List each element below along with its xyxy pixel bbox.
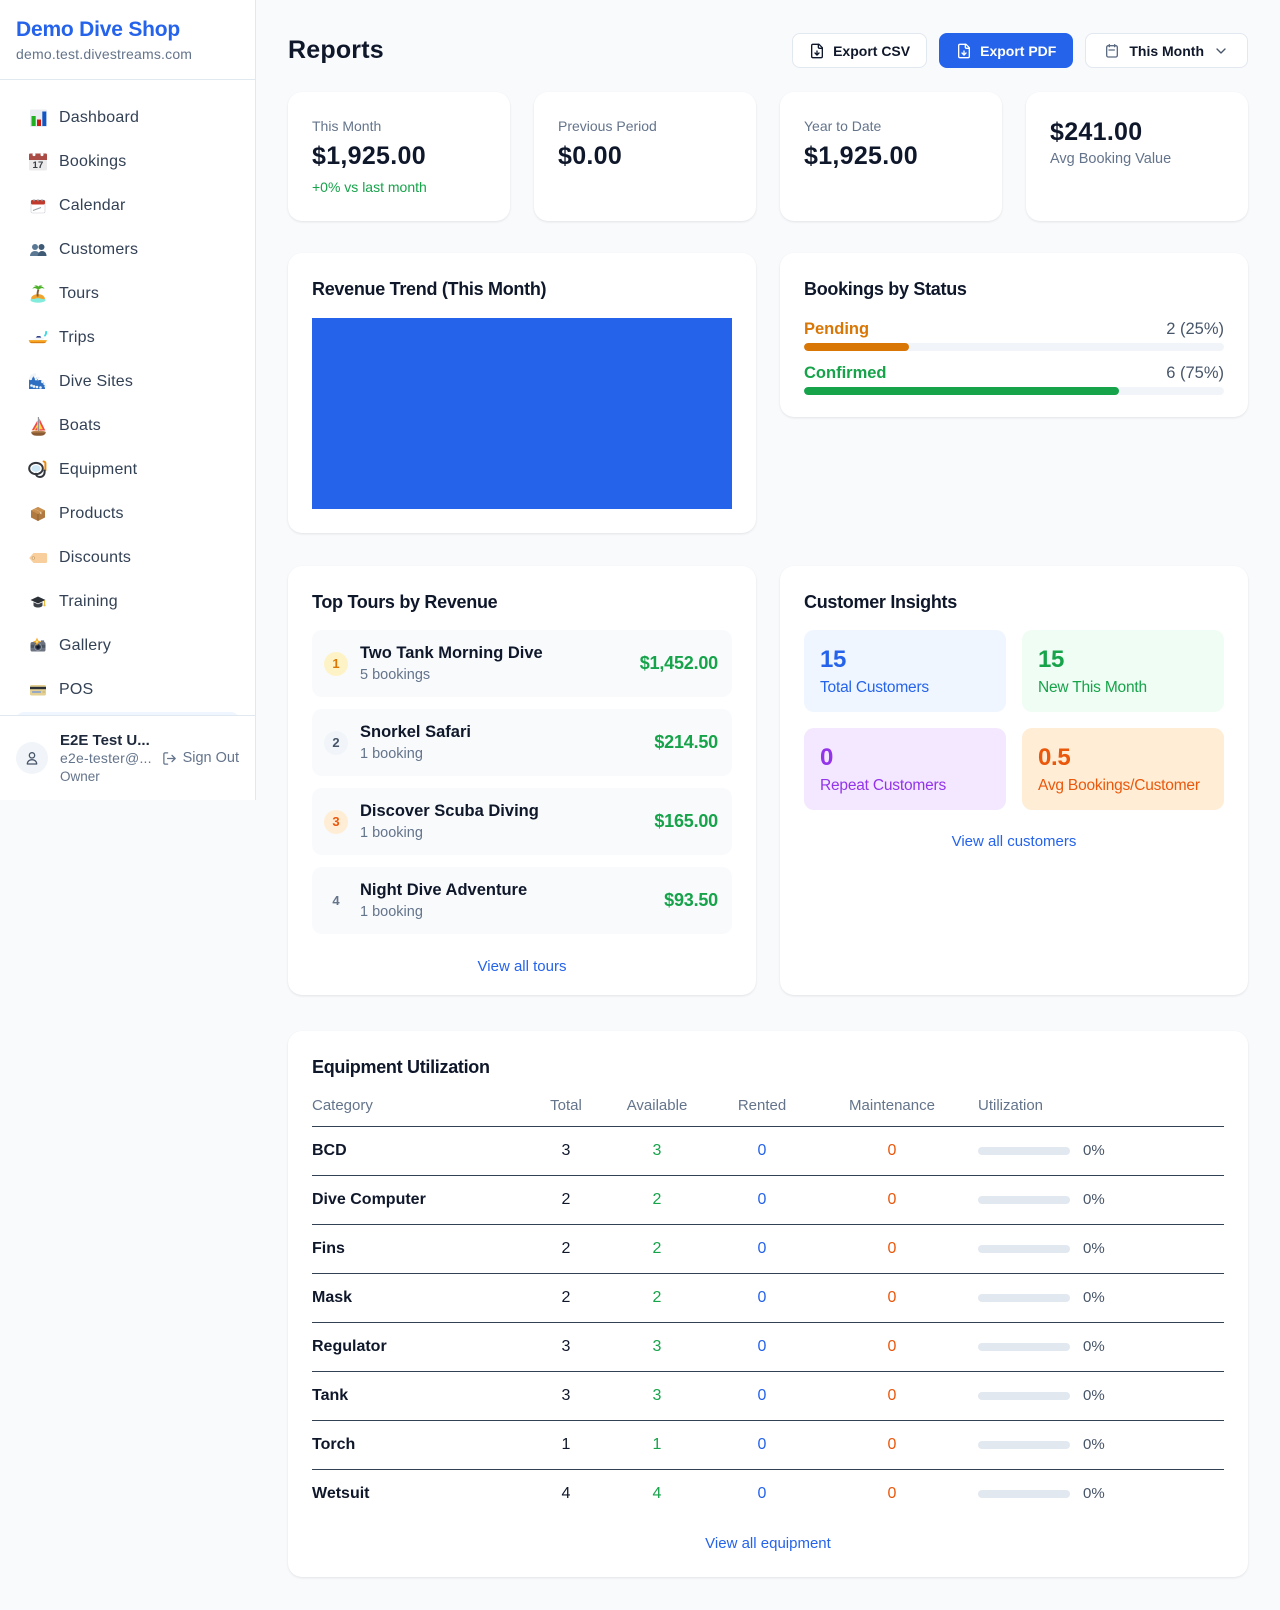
- svg-text:17: 17: [33, 160, 44, 171]
